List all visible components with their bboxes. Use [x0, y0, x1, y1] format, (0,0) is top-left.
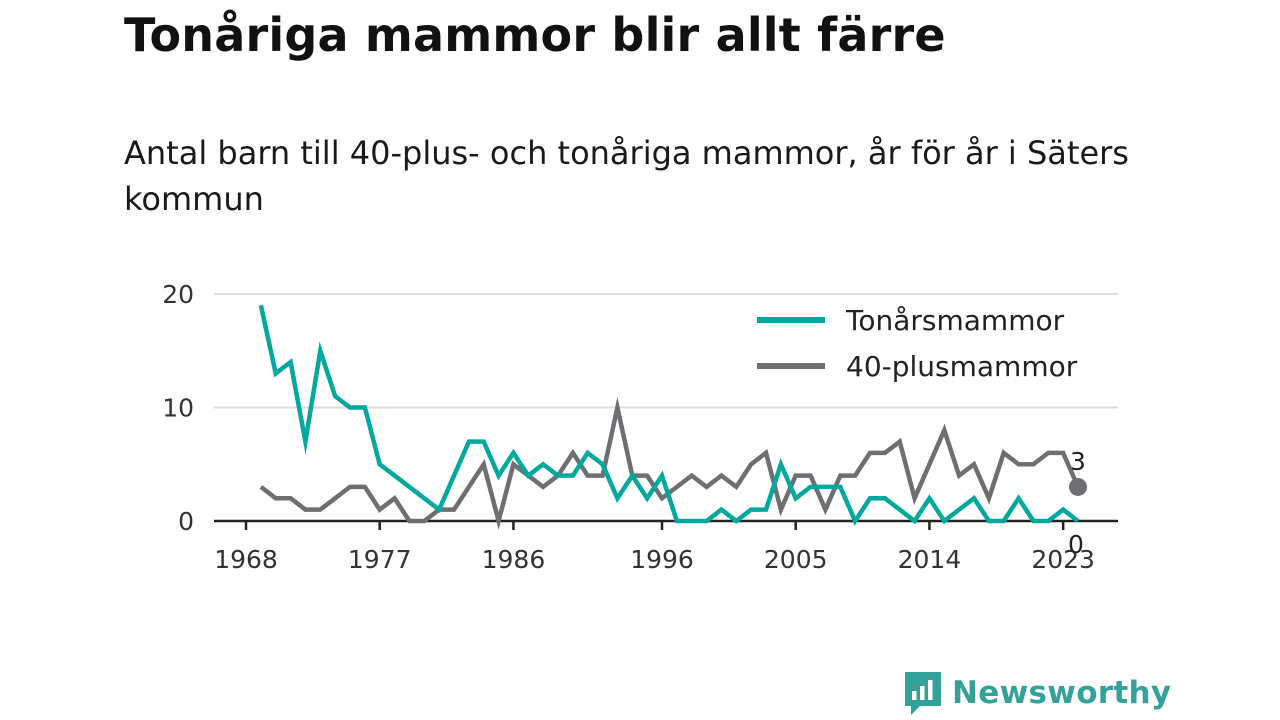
- legend-label: Tonårsmammor: [845, 304, 1065, 337]
- y-tick-label: 20: [162, 280, 194, 309]
- x-tick-label: 2005: [764, 545, 828, 574]
- chart-subtitle: Antal barn till 40-plus- och tonåriga ma…: [124, 134, 1129, 218]
- x-tick-label: 1977: [348, 545, 412, 574]
- legend-background: [748, 296, 1096, 386]
- y-tick-label: 10: [162, 394, 194, 423]
- brand-logo: Newsworthy: [902, 668, 1171, 718]
- brand-name: Newsworthy: [952, 675, 1172, 711]
- x-tick-label: 1996: [630, 545, 694, 574]
- end-value-label: 0: [1068, 530, 1084, 559]
- chart-title: Tonåriga mammor blir allt färre: [124, 8, 946, 62]
- x-tick-label: 1986: [482, 545, 546, 574]
- legend-label: 40-plusmammor: [846, 350, 1078, 383]
- legend: Tonårsmammor 40-plusmammor: [748, 296, 1096, 386]
- series-lines: [258, 304, 1081, 530]
- grid-lines: 0 10 20: [162, 280, 1118, 536]
- series-line-ton-rsmammor: [258, 304, 1080, 526]
- x-axis: 1968 1977 1986 1996 2005 2014 2023: [214, 519, 1118, 574]
- y-tick-label: 0: [178, 507, 194, 536]
- end-labels: 30: [1068, 447, 1087, 559]
- x-tick-label: 1968: [214, 545, 278, 574]
- end-value-label: 3: [1070, 447, 1086, 476]
- bar-chart-speech-bubble-icon: [905, 672, 941, 715]
- x-tick-label: 2023: [1031, 545, 1095, 574]
- x-tick-label: 2014: [898, 545, 962, 574]
- end-point-marker: [1069, 477, 1087, 496]
